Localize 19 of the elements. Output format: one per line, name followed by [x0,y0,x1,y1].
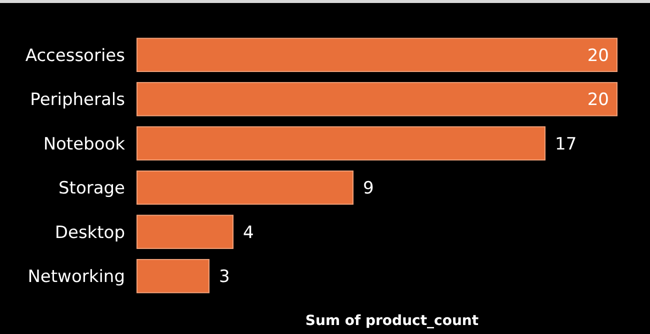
y-tick-label: Peripherals [30,90,126,110]
data-label: 9 [363,178,374,199]
y-tick-label: Notebook [43,134,126,154]
x-axis-title: Sum of product_count [305,312,479,329]
y-tick-label: Accessories [25,46,126,66]
data-label: 20 [587,46,609,66]
y-tick-label: Networking [28,267,125,288]
bar [136,126,546,160]
bar [136,259,210,294]
bar [136,214,234,249]
y-tick-label: Storage [58,178,125,199]
data-label: 20 [587,90,609,110]
bar [136,170,354,205]
data-label: 4 [243,222,254,243]
data-label: 17 [555,134,577,154]
data-label: 3 [219,267,230,288]
bar [136,38,618,72]
bar [136,82,618,116]
y-tick-label: Desktop [54,222,125,243]
